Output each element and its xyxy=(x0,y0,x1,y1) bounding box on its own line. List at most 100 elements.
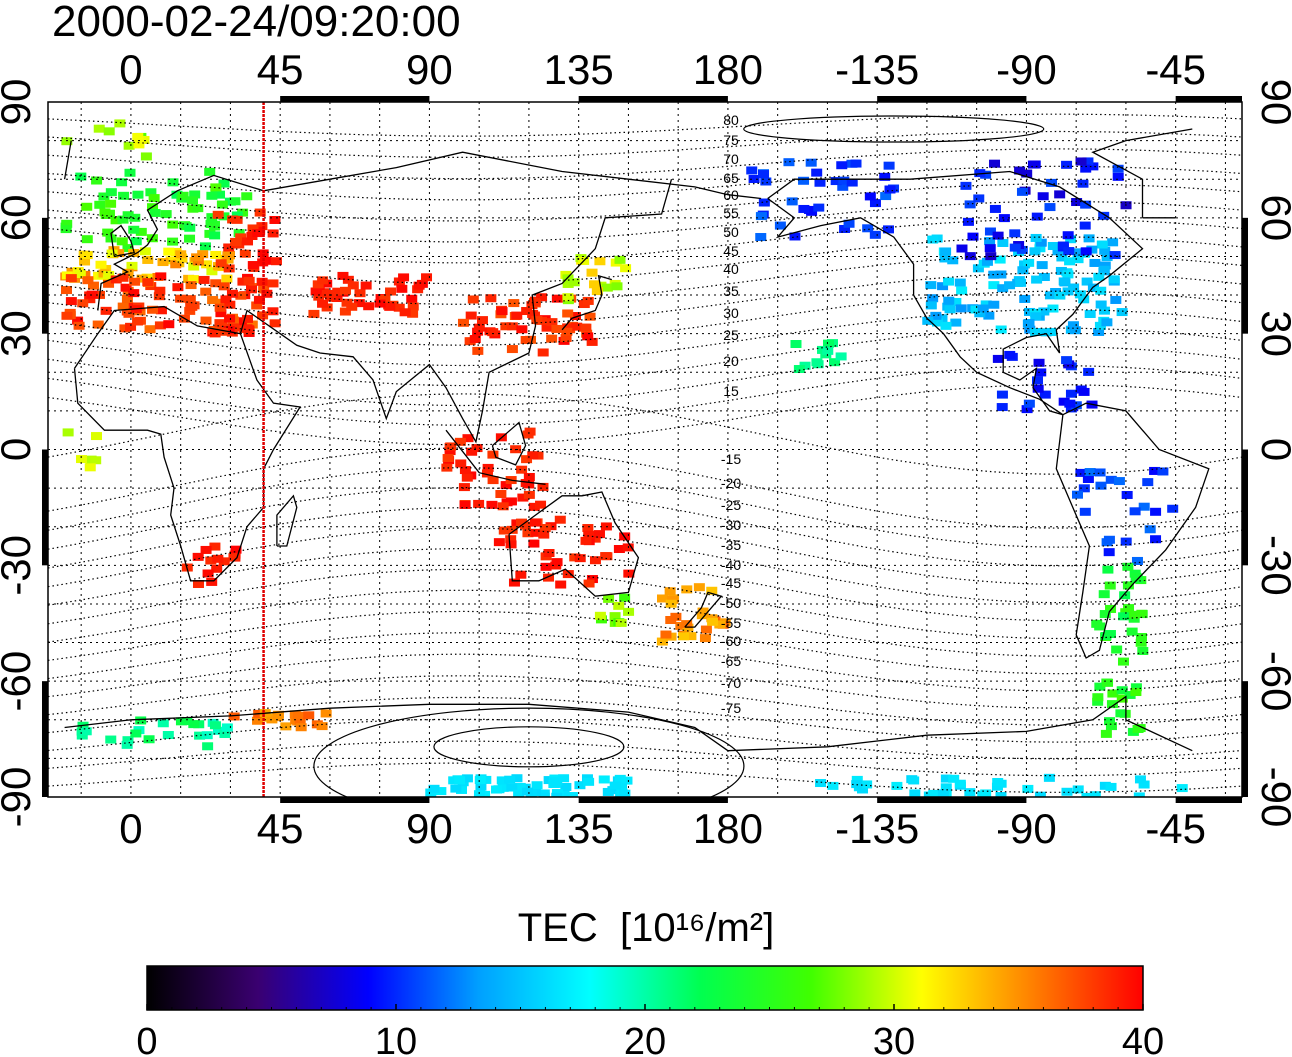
tec-pixel xyxy=(221,723,233,732)
tec-pixel xyxy=(465,311,477,320)
tec-pixel xyxy=(341,298,353,307)
tec-pixel xyxy=(339,307,351,316)
tec-pixel xyxy=(555,580,567,589)
tec-pixel xyxy=(1149,466,1161,475)
tec-pixel xyxy=(583,579,595,588)
tec-pixel xyxy=(207,296,219,305)
tec-pixel xyxy=(210,250,222,259)
tec-pixel xyxy=(122,736,134,745)
tec-pixel xyxy=(129,213,141,222)
tec-pixel xyxy=(472,346,484,355)
tec-pixel xyxy=(72,316,84,325)
magnetic-latitude-contour xyxy=(48,236,1242,285)
tec-pixel xyxy=(1119,591,1131,600)
lon-tick-label-bottom: 135 xyxy=(544,805,614,852)
tec-pixel xyxy=(61,311,73,320)
tec-pixel xyxy=(799,361,811,370)
tec-pixel xyxy=(884,185,896,194)
tec-pixel xyxy=(908,776,920,785)
tec-pixel xyxy=(1098,590,1110,599)
tec-pixel xyxy=(670,612,682,621)
tec-pixel xyxy=(481,469,493,478)
tec-pixel xyxy=(582,296,594,305)
map-frame xyxy=(42,96,1248,803)
tec-colorbar: 0 10 20 30 40 xyxy=(136,965,1164,1057)
tec-pixel xyxy=(119,324,131,333)
tec-pixel xyxy=(1062,231,1074,240)
tec-pixel xyxy=(383,301,395,310)
tec-pixel xyxy=(839,224,851,233)
tec-pixel xyxy=(964,200,976,209)
tec-pixel xyxy=(1107,238,1119,247)
tec-pixel xyxy=(142,255,154,264)
graticule-grid xyxy=(48,102,1242,797)
tec-pixel xyxy=(623,607,635,616)
magnetic-latitude-contour xyxy=(48,568,1242,640)
tec-pixel xyxy=(593,530,605,539)
tec-pixel xyxy=(1101,253,1113,262)
tec-pixel xyxy=(558,790,570,797)
tec-pixel xyxy=(561,327,573,336)
tec-pixel xyxy=(399,308,411,317)
tec-pixel xyxy=(103,127,115,136)
tec-pixel xyxy=(1103,548,1115,557)
tec-pixel xyxy=(320,709,332,718)
frame-bar xyxy=(42,681,48,797)
tec-pixel xyxy=(132,132,144,141)
contour-label: 75 xyxy=(723,132,739,148)
tec-pixel xyxy=(206,577,218,586)
tec-pixel xyxy=(656,594,668,603)
tec-pixel xyxy=(964,788,976,797)
tec-pixel xyxy=(461,774,473,783)
tec-pixel xyxy=(1030,233,1042,242)
tec-pixel xyxy=(1077,179,1089,188)
tec-pixel xyxy=(308,309,320,318)
tec-pixel xyxy=(1035,238,1047,247)
tec-pixel xyxy=(176,254,188,263)
tec-pixel xyxy=(187,275,199,284)
tec-pixel xyxy=(226,289,238,298)
tec-pixel xyxy=(790,340,802,349)
tec-pixel xyxy=(198,275,210,284)
tec-pixel xyxy=(550,779,562,788)
tec-pixel xyxy=(223,264,235,273)
tec-pixel xyxy=(574,554,586,563)
tec-pixel xyxy=(699,634,711,643)
tec-pixel xyxy=(530,528,542,537)
tec-pixel xyxy=(956,286,968,295)
tec-pixel xyxy=(1061,356,1073,365)
tec-pixel xyxy=(444,447,456,456)
tec-pixel xyxy=(1086,245,1098,254)
tec-pixel xyxy=(798,204,810,213)
tec-pixel xyxy=(473,499,485,508)
tec-pixel xyxy=(206,267,218,276)
tec-pixel xyxy=(125,322,137,331)
tec-pixel xyxy=(536,293,548,302)
tec-pixel xyxy=(148,194,160,203)
tec-pixel xyxy=(857,785,869,794)
tec-pixel xyxy=(543,573,555,582)
tec-pixel xyxy=(562,570,574,579)
contour-label: 55 xyxy=(723,205,739,221)
lon-tick-label-top: 135 xyxy=(544,46,614,93)
tec-pixel xyxy=(192,204,204,213)
tec-pixel xyxy=(1104,581,1116,590)
tec-pixel xyxy=(185,281,197,290)
tec-pixel xyxy=(1064,257,1076,266)
tec-pixel xyxy=(972,264,984,273)
tec-pixel xyxy=(1099,261,1111,270)
tec-pixel xyxy=(700,625,712,634)
tec-pixel xyxy=(113,249,125,258)
contour-label: -15 xyxy=(721,451,741,467)
tec-pixel xyxy=(789,232,801,241)
tec-pixel xyxy=(233,229,245,238)
contour-label: -65 xyxy=(721,653,741,669)
tec-pixel xyxy=(1078,484,1090,493)
tec-pixel xyxy=(117,273,129,282)
tec-pixel xyxy=(996,390,1008,399)
tec-pixel xyxy=(1112,164,1124,173)
tec-pixel xyxy=(1118,612,1130,621)
tec-pixel xyxy=(883,161,895,170)
tec-pixel xyxy=(956,244,968,253)
tec-pixel xyxy=(513,789,525,797)
